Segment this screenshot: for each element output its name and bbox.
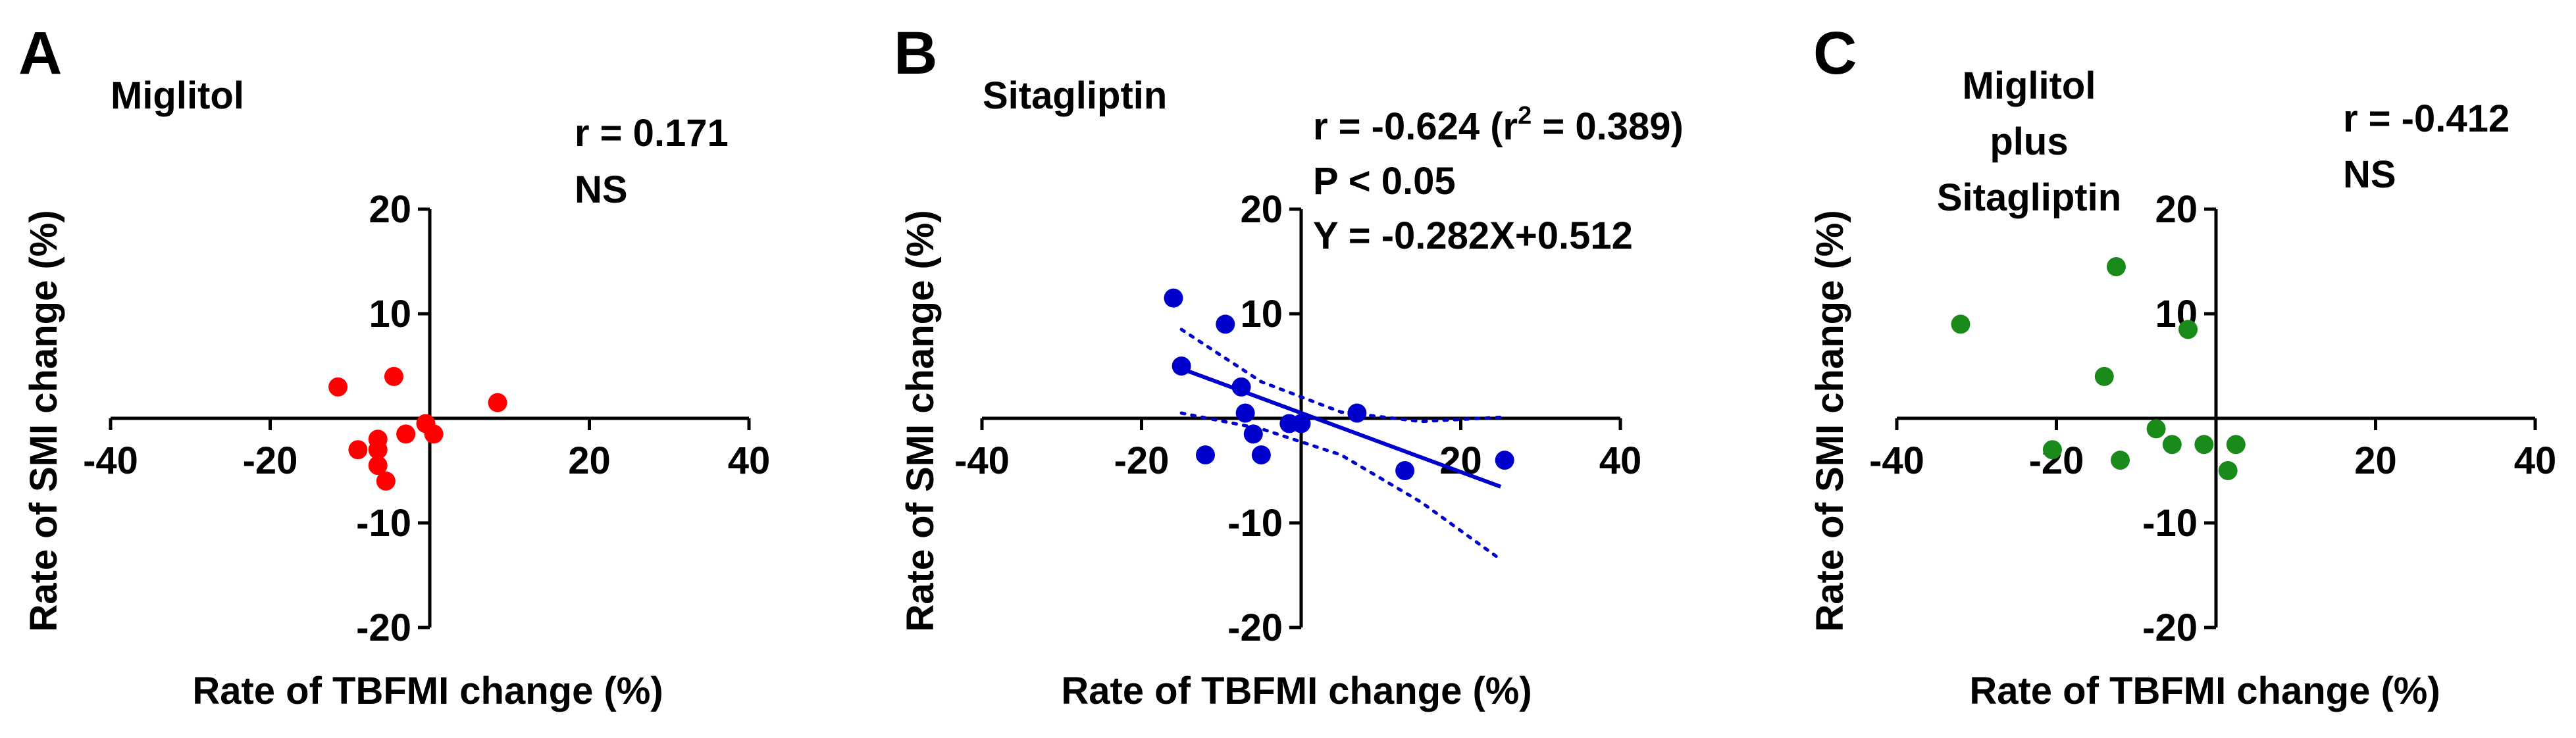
data-point xyxy=(1164,288,1183,308)
data-point xyxy=(1243,424,1263,444)
x-axis-label: Rate of TBFMI change (%) xyxy=(1969,670,2440,712)
data-points xyxy=(328,366,507,491)
data-point xyxy=(1347,403,1367,423)
data-point xyxy=(328,377,348,397)
x-tick-label: -40 xyxy=(954,439,1010,482)
data-point xyxy=(2178,320,2198,339)
y-tick-label: 20 xyxy=(369,188,411,231)
data-point xyxy=(348,440,368,460)
x-tick-label: 40 xyxy=(2514,439,2557,482)
data-point xyxy=(2106,257,2126,276)
stat-r-superscript: 2 xyxy=(1518,102,1532,130)
confidence-band-upper xyxy=(1179,328,1503,424)
stat-r-suffix: = 0.389) xyxy=(1532,105,1684,148)
x-tick-label: -40 xyxy=(83,439,138,482)
data-point xyxy=(2042,440,2062,460)
panel-letter: A xyxy=(18,20,62,87)
data-point xyxy=(1495,451,1514,470)
stat-significance: NS xyxy=(575,168,628,211)
panel-letter: B xyxy=(894,20,937,87)
data-points xyxy=(1164,288,1514,480)
y-tick-label: 10 xyxy=(369,293,411,335)
y-tick-label: 10 xyxy=(1240,293,1283,335)
data-point xyxy=(2218,461,2238,480)
panel-title: Miglitol xyxy=(111,74,244,117)
data-point xyxy=(2146,419,2166,439)
data-point xyxy=(396,424,416,444)
data-point xyxy=(424,424,444,444)
data-point xyxy=(2226,435,2246,455)
data-point xyxy=(368,456,388,476)
data-point xyxy=(1235,403,1255,423)
data-point xyxy=(1172,357,1191,376)
x-axis-label: Rate of TBFMI change (%) xyxy=(1061,670,1532,712)
y-tick-label: 20 xyxy=(1240,188,1283,231)
x-tick-label: 20 xyxy=(1439,439,1482,482)
stat-p-value: P < 0.05 xyxy=(1313,160,1456,203)
data-point xyxy=(2094,366,2114,386)
x-tick-label: -20 xyxy=(243,439,298,482)
y-tick-label: -10 xyxy=(2142,502,2198,545)
stat-equation: Y = -0.282X+0.512 xyxy=(1313,214,1633,257)
data-point xyxy=(1196,445,1215,465)
data-point xyxy=(1231,377,1251,397)
x-tick-label: -20 xyxy=(1114,439,1170,482)
stat-r: r = -0.412 xyxy=(2343,97,2510,140)
x-tick-label: 20 xyxy=(2354,439,2397,482)
data-point xyxy=(1951,314,1971,334)
panel-title-line-2: plus xyxy=(1990,120,2068,163)
stat-significance: NS xyxy=(2343,153,2396,196)
data-points xyxy=(1951,257,2246,480)
x-tick-label: 40 xyxy=(1599,439,1642,482)
y-tick-label: -20 xyxy=(2142,606,2198,649)
data-point xyxy=(2194,435,2214,455)
data-point xyxy=(1216,314,1235,334)
data-point xyxy=(1251,445,1271,465)
data-point xyxy=(1291,414,1311,433)
y-axis-label: Rate of SMI change (%) xyxy=(22,210,65,631)
data-point xyxy=(488,393,507,412)
data-point xyxy=(384,366,403,386)
panel-letter: C xyxy=(1813,20,1857,87)
stat-r: r = -0.624 (r2 = 0.389) xyxy=(1313,102,1684,148)
stat-r: r = 0.171 xyxy=(575,112,729,155)
x-tick-label: -40 xyxy=(1869,439,1924,482)
panel-title-line-1: Miglitol xyxy=(1963,64,2096,107)
y-tick-label: -10 xyxy=(1227,502,1283,545)
regression-line xyxy=(1181,366,1502,489)
y-tick-label: -20 xyxy=(356,606,411,649)
x-tick-label: 40 xyxy=(728,439,771,482)
stat-r-prefix: r = -0.624 (r xyxy=(1313,105,1518,148)
data-point xyxy=(368,440,388,460)
x-axis-label: Rate of TBFMI change (%) xyxy=(192,670,663,712)
y-axis-label: Rate of SMI change (%) xyxy=(1809,210,1851,631)
data-point xyxy=(1395,461,1415,480)
x-tick-label: 20 xyxy=(568,439,611,482)
y-tick-label: -20 xyxy=(1227,606,1283,649)
panel-c: C Miglitol plus Sitagliptin r = -0.412 N… xyxy=(1809,20,2556,712)
panel-title: Sitagliptin xyxy=(983,74,1167,117)
panel-b: B Sitagliptin r = -0.624 (r2 = 0.389) P … xyxy=(894,20,1684,712)
confidence-band-lower xyxy=(1179,411,1503,562)
y-axis-label: Rate of SMI change (%) xyxy=(899,210,942,631)
data-point xyxy=(376,471,396,491)
panel-a: A Miglitol r = 0.171 NS -40 -20 20 40 20 10 -1… xyxy=(18,20,770,712)
panel-title-line-3: Sitagliptin xyxy=(1937,176,2121,219)
y-tick-label: 20 xyxy=(2155,188,2198,231)
data-point xyxy=(2111,451,2130,470)
y-tick-label: -10 xyxy=(356,502,411,545)
data-point xyxy=(2162,435,2182,455)
axes: -40 -20 20 40 20 10 -10 -20 xyxy=(83,188,770,649)
